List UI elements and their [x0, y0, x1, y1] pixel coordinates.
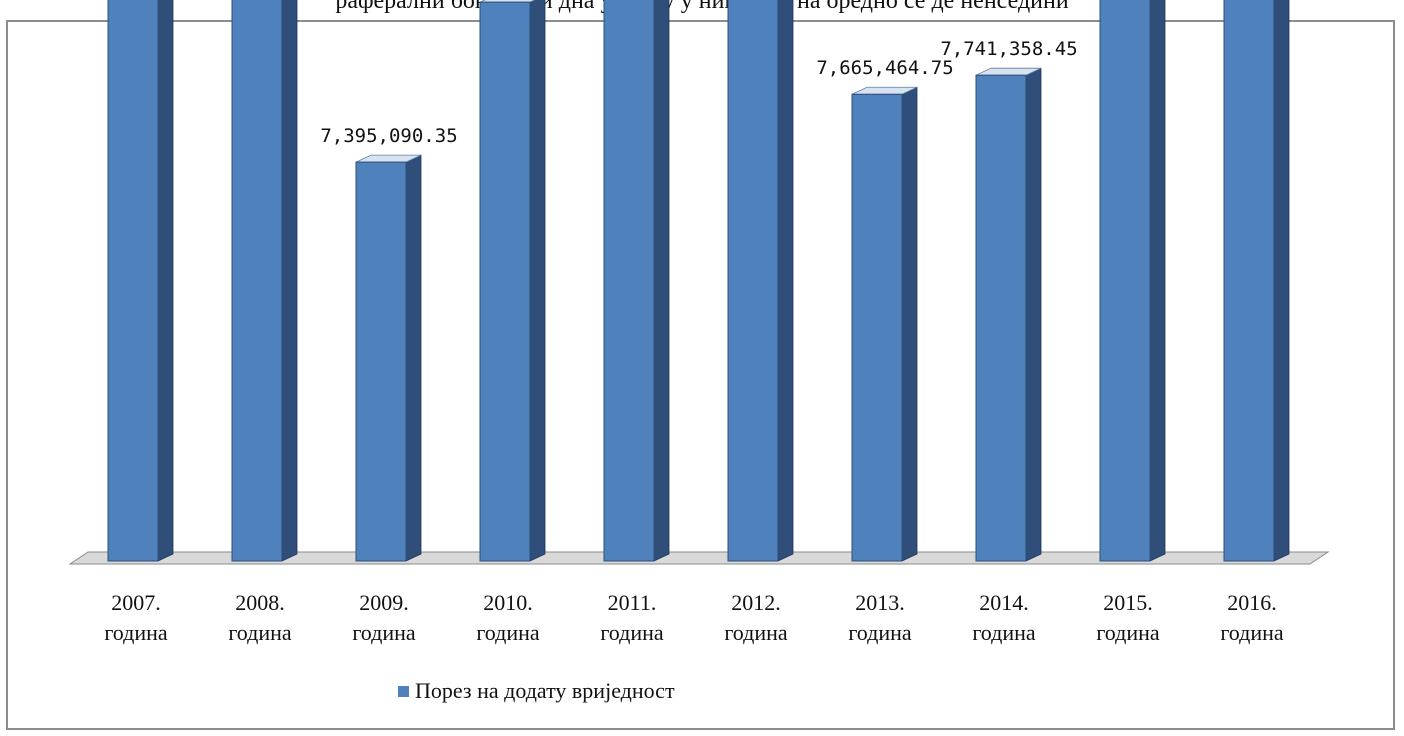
bar — [727, 0, 779, 562]
bar — [1223, 0, 1275, 562]
x-tick-label: 2008. — [235, 590, 285, 615]
x-tick-label: 2012. — [731, 590, 781, 615]
x-tick-label: година — [352, 620, 416, 645]
data-label: 7,741,358.45 — [940, 38, 1077, 60]
x-tick-label: година — [228, 620, 292, 645]
legend-label: Порез на додату вриједност — [415, 678, 675, 703]
bar — [851, 93, 903, 562]
x-tick-label: година — [724, 620, 788, 645]
legend: Порез на додату вриједност — [398, 678, 675, 704]
bar — [231, 0, 283, 562]
x-tick-label: 2016. — [1227, 590, 1277, 615]
bar-side — [777, 0, 794, 562]
bar — [479, 1, 531, 562]
bar — [355, 161, 407, 562]
bar-side — [901, 86, 918, 562]
bar-side — [529, 0, 546, 562]
x-tick-label: година — [600, 620, 664, 645]
x-tick-label: година — [1096, 620, 1160, 645]
bar — [107, 0, 159, 562]
x-tick-label: година — [848, 620, 912, 645]
bar — [603, 0, 655, 562]
bar — [975, 74, 1027, 562]
bar-side — [1149, 0, 1166, 562]
bar-side — [1273, 0, 1290, 562]
x-tick-label: 2015. — [1103, 590, 1153, 615]
bar-side — [157, 0, 174, 562]
legend-swatch — [398, 685, 409, 697]
x-tick-label: година — [1220, 620, 1284, 645]
bar-side — [281, 0, 298, 562]
x-tick-label: година — [972, 620, 1036, 645]
x-tick-label: 2013. — [855, 590, 905, 615]
x-tick-label: 2011. — [608, 590, 657, 615]
bar — [1099, 0, 1151, 562]
bar-side — [405, 154, 422, 562]
x-tick-label: година — [476, 620, 540, 645]
x-tick-label: 2007. — [111, 590, 161, 615]
x-tick-label: 2010. — [483, 590, 533, 615]
data-label: 7,665,464.75 — [816, 57, 953, 79]
x-tick-label: 2009. — [359, 590, 409, 615]
bar-side — [653, 0, 670, 562]
bar-side — [1025, 67, 1042, 562]
x-tick-label: година — [104, 620, 168, 645]
data-label: 7,395,090.35 — [320, 125, 457, 147]
x-tick-label: 2014. — [979, 590, 1029, 615]
